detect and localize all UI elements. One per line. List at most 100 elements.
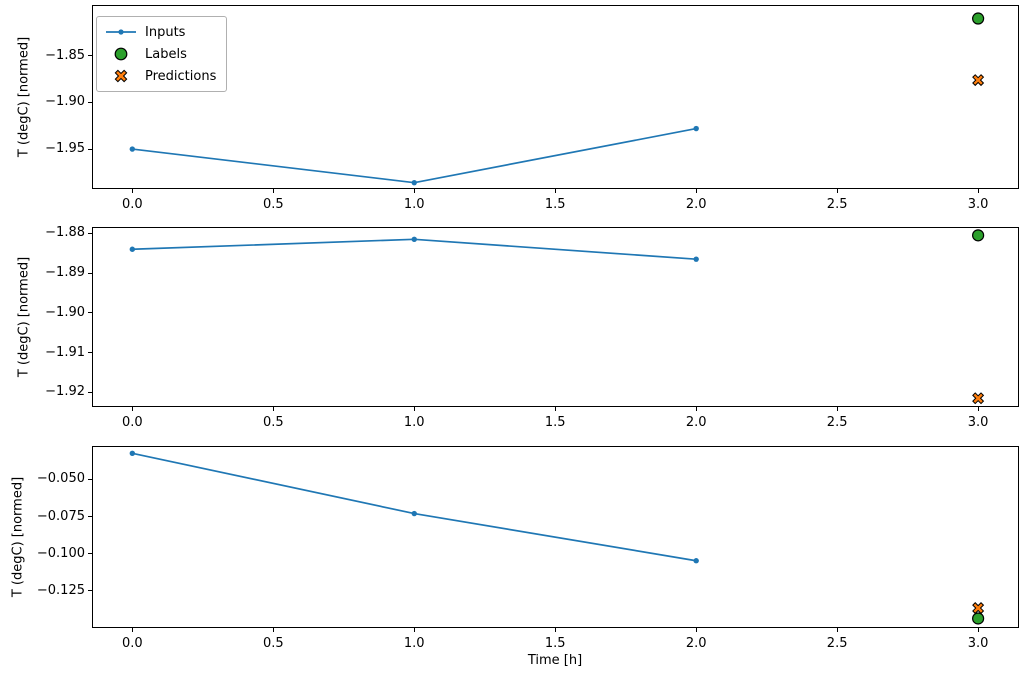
x-tick-label: 1.5 [544,636,566,651]
legend-label-inputs: Inputs [145,24,186,40]
predictions-marker [972,392,985,405]
y-tick-mark [88,55,92,57]
x-icon [104,68,138,84]
line-dot-icon [104,25,138,39]
x-tick-label: 3.0 [967,415,989,430]
x-tick-label: 0.5 [262,197,284,212]
y-tick-label: −1.92 [45,384,85,400]
plot-area-2 [92,227,1019,407]
y-tick-label: −1.90 [45,94,85,110]
x-tick-mark [695,189,697,193]
legend-item-labels: Labels [104,44,216,64]
labels-marker [972,12,985,25]
x-tick-mark [272,407,274,411]
x-tick-label: 1.5 [544,197,566,212]
y-tick-label: −1.91 [45,344,85,360]
y-tick-mark [88,101,92,103]
x-tick-mark [413,407,415,411]
predictions-marker [972,74,985,87]
y-tick-mark [88,590,92,592]
plot-svg-3 [92,446,1019,628]
plot-area-1 [92,5,1019,189]
plot-area-3 [92,446,1019,628]
labels-marker [972,229,985,242]
x-tick-mark [413,628,415,632]
y-tick-label: −1.90 [45,304,85,320]
x-tick-mark [836,628,838,632]
plot-svg-2 [92,227,1019,407]
x-tick-mark [554,189,556,193]
y-tick-label: −0.050 [36,471,85,487]
x-tick-label: 0.0 [121,636,143,651]
x-tick-mark [977,189,979,193]
x-tick-mark [977,407,979,411]
x-tick-mark [131,407,133,411]
x-tick-label: 0.0 [121,415,143,430]
y-tick-mark [88,312,92,314]
x-tick-mark [836,407,838,411]
x-tick-label: 1.0 [403,197,425,212]
x-tick-label: 1.0 [403,415,425,430]
x-tick-label: 2.5 [826,636,848,651]
y-tick-mark [88,352,92,354]
x-tick-label: 0.0 [121,197,143,212]
legend-label-labels: Labels [145,46,187,62]
inputs-marker [129,146,136,152]
predictions-marker [972,602,985,615]
x-tick-label: 2.5 [826,415,848,430]
axes-frame-1 [92,5,1019,189]
y-tick-label: −1.95 [45,141,85,157]
x-tick-mark [836,189,838,193]
y-tick-label: −0.125 [36,582,85,598]
x-tick-mark [272,189,274,193]
x-tick-label: 1.0 [403,636,425,651]
x-tick-label: 2.0 [685,415,707,430]
legend-label-predictions: Predictions [145,68,217,84]
y-tick-label: −0.075 [36,508,85,524]
inputs-marker [411,236,417,243]
y-tick-mark [88,272,92,274]
x-tick-label: 2.5 [826,197,848,212]
inputs-marker [411,179,417,186]
y-tick-label: −0.100 [36,545,85,561]
y-tick-label: −1.89 [45,265,85,281]
x-tick-label: 0.5 [262,636,284,651]
y-tick-mark [88,148,92,150]
y-tick-mark [88,232,92,234]
legend: Inputs Labels Predictions [96,16,228,92]
x-tick-mark [554,407,556,411]
x-tick-label: 3.0 [967,197,989,212]
legend-item-predictions: Predictions [104,66,216,86]
x-axis-label: Time [h] [527,653,583,668]
x-tick-label: 3.0 [967,636,989,651]
inputs-marker [129,450,136,456]
x-tick-label: 0.5 [262,415,284,430]
inputs-marker [693,558,699,564]
x-tick-label: 2.0 [685,636,707,651]
legend-item-inputs: Inputs [104,22,216,42]
y-axis-label-3: T (degC) [normed] [10,476,26,598]
x-tick-label: 2.0 [685,197,707,212]
x-tick-mark [695,407,697,411]
y-tick-label: −1.85 [45,47,85,63]
x-tick-mark [695,628,697,632]
circle-icon [104,46,138,62]
x-tick-mark [554,628,556,632]
y-tick-mark [88,516,92,518]
x-tick-label: 1.5 [544,415,566,430]
x-tick-mark [272,628,274,632]
inputs-marker [411,510,417,517]
axes-frame-2 [92,227,1019,407]
y-tick-label: −1.88 [45,225,85,241]
x-tick-mark [977,628,979,632]
inputs-marker [129,246,136,252]
labels-marker [972,612,985,625]
y-tick-mark [88,478,92,480]
y-tick-mark [88,553,92,555]
plot-svg-1 [92,5,1019,189]
inputs-marker [693,256,699,262]
x-tick-mark [131,189,133,193]
x-tick-mark [131,628,133,632]
x-tick-mark [413,189,415,193]
